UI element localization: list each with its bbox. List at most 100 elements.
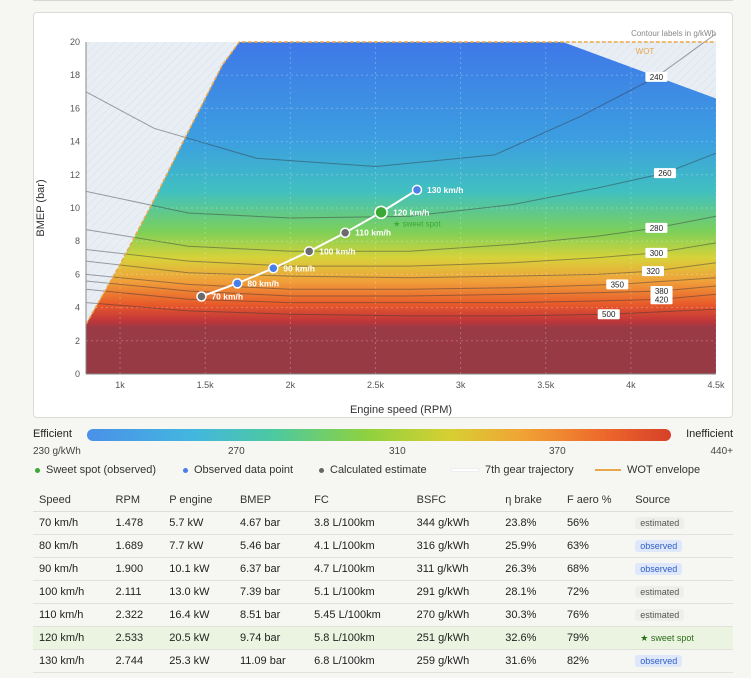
table-cell: 5.45 L/100km [308,603,411,627]
source-cell: estimated [629,603,733,627]
contour-label-box [650,294,673,305]
table-cell: 63% [560,534,630,558]
table-cell: 5.8 L/100km [308,626,411,650]
legend-label: Calculated estimate [330,464,427,476]
table-cell: 20.5 kW [163,626,234,650]
point-label: 110 km/h [355,228,391,238]
table-cell: 2.111 [109,580,164,604]
table-cell: 270 g/kWh [410,603,500,627]
source-cell: observed [629,557,733,581]
contour-label-box [645,222,668,233]
y-tick-label: 12 [70,170,80,180]
source-cell: ★ sweet spot [629,626,733,650]
source-badge: observed [635,655,683,667]
legend-label: 7th gear trajectory [485,464,574,476]
legend-sweet-spot: Sweet spot (observed) [35,464,156,476]
colorbar-ticks: 230 g/kWh 270 310 370 440+ [33,446,733,460]
contour-label-box [645,71,668,82]
table-cell: 32.6% [499,626,561,650]
source-badge: ★ sweet spot [640,632,694,643]
bsfc-map-card: 240 260 280 300 320 350 380 420 500 1k 1.5k 2k 2.5k 3… [33,12,733,418]
source-badge: observed [635,563,683,575]
data-point-observed [232,278,243,289]
table-cell: 130 km/h [33,649,110,673]
table-cell: 120 km/h [33,626,110,650]
x-tick-label: 1.5k [197,380,215,390]
colorbar-tick: 270 [228,446,245,457]
contour-label-box [606,279,629,290]
table-cell: 5.46 bar [233,534,309,558]
table-cell: 13.0 kW [163,580,234,604]
colorbar-gradient [87,429,671,441]
contour-label: 240 [650,73,664,82]
colorbar-tick: 440+ [710,446,733,457]
table-cell: 10.1 kW [163,557,234,581]
colorbar-right-label: Inefficient [686,428,733,440]
contour-label: 320 [646,267,660,276]
table-cell: 30.3% [499,603,561,627]
observed-dot-icon [183,467,188,473]
table-cell: 56% [560,511,630,535]
table-cell: 2.533 [109,626,164,650]
table-cell: 2.744 [109,649,164,673]
table-cell: 90 km/h [33,557,110,581]
y-tick-label: 10 [70,203,80,213]
table-cell: 2.322 [109,603,164,627]
table-cell: 7.7 kW [163,534,234,558]
source-cell: estimated [629,580,733,604]
y-tick-label: 4 [75,303,80,313]
contour-label: 350 [611,280,625,289]
data-point-observed [268,263,279,274]
legend-label: WOT envelope [627,464,701,476]
table-cell: 11.09 bar [233,649,309,673]
source-badge: estimated [635,517,685,529]
point-label: 80 km/h [247,278,279,288]
table-cell: 1.900 [109,557,164,581]
table-cell: 70 km/h [33,511,110,535]
estimated-dot-icon [319,467,324,473]
table-cell: 7.39 bar [233,580,309,604]
contour-label-box [650,286,673,296]
table-cell: 4.1 L/100km [308,534,411,558]
y-tick-label: 2 [75,336,80,346]
table-header-row: Speed RPM P engine BMEP FC BSFC η brake F aero … [33,488,733,512]
table-cell: 80 km/h [33,534,110,558]
column-header: Speed [33,488,110,512]
x-tick-label: 2.5k [367,380,385,390]
data-point-estimated [339,227,351,238]
wot-line-icon [595,469,621,472]
table-row: 130 km/h 2.744 25.3 kW 11.09 bar 6.8 L/100km… [33,649,733,673]
colorbar-tick: 370 [549,446,566,457]
y-tick-label: 8 [75,236,80,246]
chart-legend: Sweet spot (observed) Observed data poin… [33,464,733,480]
data-point-estimated [196,291,207,302]
table-cell: 5.7 kW [163,511,234,535]
point-label: 90 km/h [283,263,315,273]
table-cell: 291 g/kWh [410,580,500,604]
x-tick-label: 3.5k [537,380,555,390]
table-row: 80 km/h 1.689 7.7 kW 5.46 bar 4.1 L/100km 316… [33,534,733,558]
table-cell: 31.6% [499,649,561,673]
table-cell: 79% [560,626,630,650]
wot-label: WOT [636,47,655,56]
point-label: 120 km/h [393,207,429,217]
column-header: RPM [109,488,164,512]
legend-label: Observed data point [194,464,294,476]
y-axis-title: BMEP (bar) [35,179,47,236]
legend-trajectory: 7th gear trajectory [451,464,574,476]
legend-estimated: Calculated estimate [319,464,427,476]
y-tick-label: 20 [70,37,80,47]
legend-wot: WOT envelope [595,464,700,476]
column-header: F aero % [560,488,630,512]
table-cell: 8.51 bar [233,603,309,627]
table-cell: 25.3 kW [163,649,234,673]
table-cell: 100 km/h [33,580,110,604]
source-cell: observed [629,649,733,673]
y-tick-label: 14 [70,137,80,147]
y-tick-label: 0 [75,369,80,379]
colorbar-left-label: Efficient [33,428,72,440]
table-cell: 1.689 [109,534,164,558]
contour-label: 260 [658,169,672,178]
colorbar-tick: 310 [389,446,406,457]
table-cell: 26.3% [499,557,561,581]
